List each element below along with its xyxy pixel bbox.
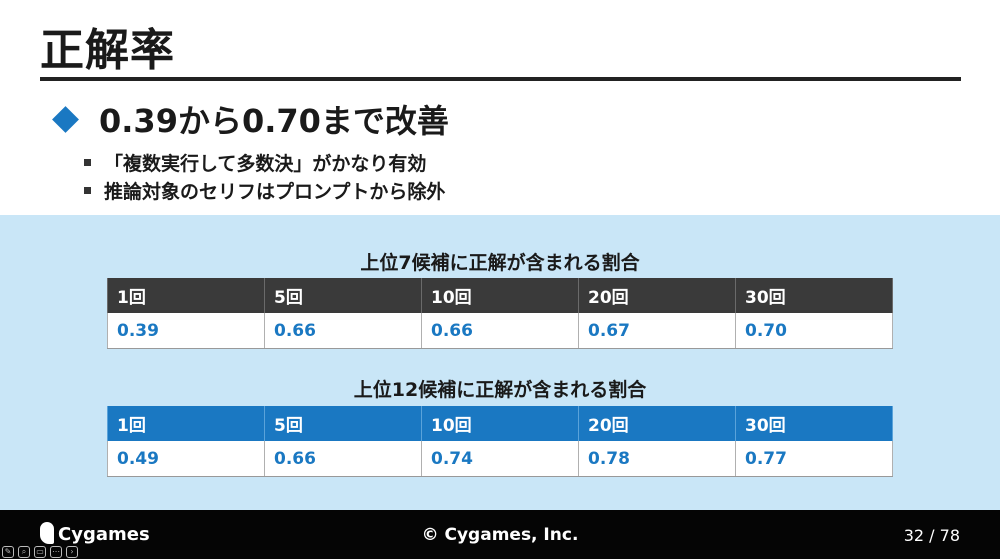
column-header: 10回 [421,406,579,441]
column-header: 30回 [735,278,893,313]
footer-copyright: © Cygames, Inc. [421,525,579,545]
cygames-logo-icon [40,522,54,544]
square-bullet-icon [84,158,91,166]
table-cell: 0.78 [578,441,736,477]
column-header: 5回 [264,406,422,441]
sub-bullet: 推論対象のセリフはプロンプトから除外 [84,176,445,204]
table-row: 0.49 0.66 0.74 0.78 0.77 [107,441,893,477]
square-bullet-icon [84,186,91,194]
slideshow-toolbar: ✎ ⌕ ▭ ⋯ › [2,546,78,558]
table-header-row: 1回 5回 10回 20回 30回 [107,278,893,313]
title-divider [40,77,961,81]
more-options-icon[interactable]: ⋯ [50,546,62,558]
table-cell: 0.49 [107,441,265,477]
footer-logo: Cygames [58,524,150,545]
main-bullet-text: 0.39から0.70まで改善 [99,102,449,140]
page-number: 32 / 78 [903,526,960,545]
table-cell: 0.66 [264,441,422,477]
slide-title: 正解率 [40,25,175,76]
footer-bar: Cygames © Cygames, Inc. 32 / 78 ✎ ⌕ ▭ ⋯ … [0,510,1000,559]
table-cell: 0.67 [578,313,736,349]
column-header: 5回 [264,278,422,313]
diamond-bullet-icon [52,105,79,133]
column-header: 20回 [578,406,736,441]
next-slide-icon[interactable]: › [66,546,78,558]
table-cell: 0.66 [264,313,422,349]
results-table-top7: 1回 5回 10回 20回 30回 0.39 0.66 0.66 0.67 0.… [107,278,893,349]
table-caption-top12: 上位12候補に正解が含まれる割合 [353,379,647,401]
slides-icon[interactable]: ▭ [34,546,46,558]
table-cell: 0.70 [735,313,893,349]
table-row: 0.39 0.66 0.66 0.67 0.70 [107,313,893,349]
sub-bullet-text: 「複数実行して多数決」がかなり有効 [104,152,427,175]
sub-bullet-list: 「複数実行して多数決」がかなり有効 推論対象のセリフはプロンプトから除外 [84,148,445,204]
column-header: 1回 [107,278,265,313]
sub-bullet-text: 推論対象のセリフはプロンプトから除外 [104,180,446,203]
zoom-icon[interactable]: ⌕ [18,546,30,558]
table-cell: 0.66 [421,313,579,349]
table-caption-top7: 上位7候補に正解が含まれる割合 [360,252,640,274]
table-cell: 0.77 [735,441,893,477]
table-cell: 0.74 [421,441,579,477]
table-cell: 0.39 [107,313,265,349]
table-header-row: 1回 5回 10回 20回 30回 [107,406,893,441]
column-header: 30回 [735,406,893,441]
pen-icon[interactable]: ✎ [2,546,14,558]
column-header: 20回 [578,278,736,313]
sub-bullet: 「複数実行して多数決」がかなり有効 [84,148,445,176]
main-bullet: 0.39から0.70まで改善 [52,96,449,142]
column-header: 1回 [107,406,265,441]
results-table-top12: 1回 5回 10回 20回 30回 0.49 0.66 0.74 0.78 0.… [107,406,893,477]
column-header: 10回 [421,278,579,313]
